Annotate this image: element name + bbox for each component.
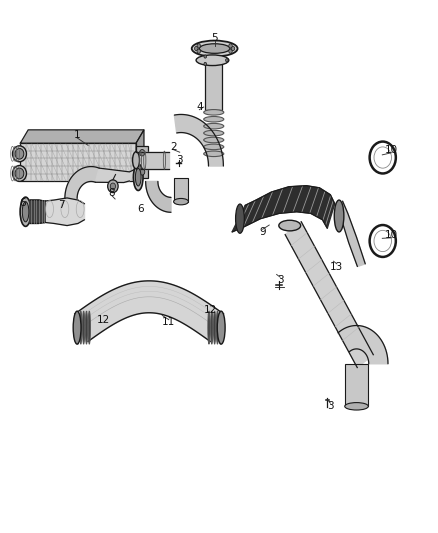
Ellipse shape [204, 117, 224, 122]
FancyBboxPatch shape [205, 62, 222, 110]
Text: 5: 5 [211, 33, 218, 43]
Ellipse shape [204, 137, 224, 143]
Text: 6: 6 [19, 198, 26, 208]
Ellipse shape [216, 311, 219, 344]
Text: 3: 3 [277, 275, 283, 285]
Ellipse shape [199, 44, 230, 53]
Ellipse shape [15, 168, 24, 179]
Ellipse shape [196, 55, 229, 66]
Polygon shape [75, 281, 223, 342]
Polygon shape [285, 222, 373, 368]
Text: 13: 13 [330, 262, 343, 271]
Ellipse shape [12, 165, 26, 181]
Circle shape [110, 183, 116, 189]
Ellipse shape [80, 311, 82, 344]
Circle shape [140, 150, 145, 156]
Polygon shape [146, 181, 171, 212]
Ellipse shape [208, 311, 210, 344]
Polygon shape [174, 115, 223, 166]
Ellipse shape [217, 311, 225, 344]
Ellipse shape [204, 151, 224, 157]
Polygon shape [136, 152, 169, 168]
Ellipse shape [345, 402, 368, 410]
Ellipse shape [12, 146, 26, 162]
Circle shape [197, 44, 201, 48]
FancyBboxPatch shape [136, 147, 148, 178]
Text: 1: 1 [74, 130, 81, 140]
Text: 8: 8 [109, 188, 115, 198]
Ellipse shape [204, 110, 224, 115]
Text: 10: 10 [385, 230, 398, 240]
Ellipse shape [214, 311, 216, 344]
Ellipse shape [204, 130, 224, 136]
Circle shape [226, 59, 228, 62]
Ellipse shape [192, 41, 237, 56]
Text: 3: 3 [177, 155, 183, 165]
Circle shape [229, 49, 232, 53]
FancyBboxPatch shape [20, 143, 136, 181]
Ellipse shape [20, 197, 31, 227]
Polygon shape [30, 200, 45, 223]
FancyBboxPatch shape [173, 177, 188, 201]
Ellipse shape [82, 311, 85, 344]
Text: 9: 9 [259, 227, 266, 237]
Text: 12: 12 [97, 314, 110, 325]
Ellipse shape [77, 311, 79, 344]
Text: 4: 4 [196, 102, 203, 112]
Ellipse shape [236, 204, 244, 233]
Circle shape [194, 46, 198, 51]
Ellipse shape [219, 311, 221, 344]
Text: 6: 6 [137, 204, 144, 214]
Polygon shape [136, 130, 144, 181]
Ellipse shape [85, 311, 88, 344]
Ellipse shape [204, 144, 224, 150]
Text: 11: 11 [162, 317, 175, 327]
Polygon shape [65, 166, 99, 198]
Ellipse shape [133, 152, 140, 168]
Circle shape [140, 168, 145, 175]
Ellipse shape [73, 311, 81, 344]
Ellipse shape [334, 200, 344, 232]
Ellipse shape [134, 164, 143, 190]
Polygon shape [20, 130, 144, 143]
Circle shape [231, 46, 235, 51]
Circle shape [108, 180, 118, 192]
Text: 12: 12 [204, 305, 217, 315]
Ellipse shape [204, 124, 224, 129]
Polygon shape [44, 198, 85, 225]
Polygon shape [338, 326, 388, 364]
Ellipse shape [279, 220, 300, 231]
Polygon shape [341, 201, 365, 266]
Polygon shape [232, 185, 335, 232]
Ellipse shape [15, 149, 24, 159]
Text: 10: 10 [385, 144, 398, 155]
Text: 3: 3 [327, 401, 334, 411]
Circle shape [197, 49, 201, 53]
Text: 7: 7 [59, 200, 65, 211]
Circle shape [229, 44, 232, 48]
Polygon shape [95, 168, 135, 182]
Text: 2: 2 [170, 142, 177, 152]
Circle shape [204, 55, 207, 58]
Circle shape [204, 62, 207, 66]
Ellipse shape [173, 198, 188, 205]
FancyBboxPatch shape [345, 364, 368, 406]
Ellipse shape [22, 201, 29, 222]
Ellipse shape [135, 168, 141, 186]
Ellipse shape [211, 311, 213, 344]
Ellipse shape [88, 311, 90, 344]
